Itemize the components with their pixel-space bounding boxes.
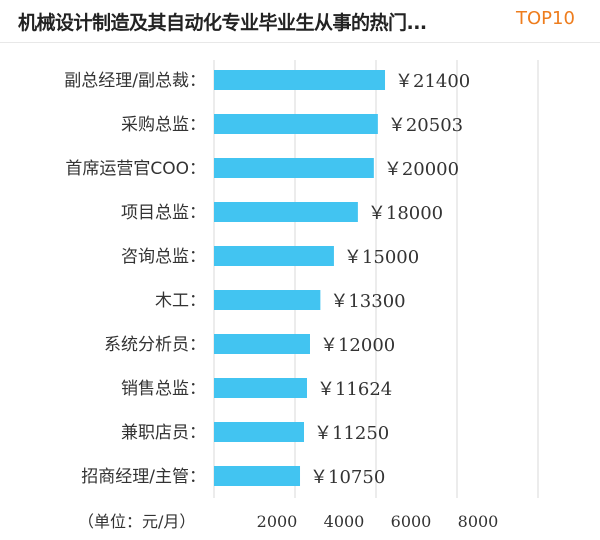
value-label: ￥15000 bbox=[344, 247, 419, 268]
category-label: 兼职店员： bbox=[121, 423, 206, 443]
x-tick-label: 8000 bbox=[458, 512, 499, 531]
category-label: 项目总监： bbox=[121, 203, 206, 223]
category-label: 销售总监： bbox=[121, 379, 206, 399]
x-tick-label: 2000 bbox=[257, 512, 298, 531]
axis-unit-label: （单位：元/月） bbox=[78, 512, 195, 531]
value-label: ￥21400 bbox=[395, 71, 470, 92]
bar bbox=[214, 114, 378, 134]
value-label: ￥18000 bbox=[368, 203, 443, 224]
value-label: ￥11624 bbox=[317, 379, 392, 400]
x-tick-label: 6000 bbox=[391, 512, 432, 531]
bar bbox=[214, 290, 321, 310]
category-label: 首席运营官COO： bbox=[65, 159, 206, 179]
value-label: ￥12000 bbox=[320, 335, 395, 356]
bar bbox=[214, 70, 386, 90]
bar bbox=[214, 246, 334, 266]
value-label: ￥20503 bbox=[388, 115, 463, 136]
bar bbox=[214, 466, 301, 486]
top10-badge: TOP10 bbox=[516, 8, 575, 29]
category-label: 咨询总监： bbox=[121, 247, 206, 267]
header-divider bbox=[0, 42, 600, 43]
value-label: ￥20000 bbox=[384, 159, 459, 180]
page-title: 机械设计制造及其自动化专业毕业生从事的热门... bbox=[18, 12, 427, 34]
category-label: 木工： bbox=[155, 291, 206, 311]
category-label: 副总经理/副总裁： bbox=[64, 71, 206, 91]
value-label: ￥13300 bbox=[330, 291, 405, 312]
bar bbox=[214, 422, 305, 442]
value-label: ￥10750 bbox=[310, 467, 385, 488]
value-label: ￥11250 bbox=[314, 423, 389, 444]
bar bbox=[214, 334, 310, 354]
header: 机械设计制造及其自动化专业毕业生从事的热门... TOP10 bbox=[0, 0, 600, 40]
bar bbox=[214, 202, 358, 222]
category-label: 招商经理/主管： bbox=[81, 467, 206, 487]
bar bbox=[214, 378, 307, 398]
x-tick-label: 4000 bbox=[324, 512, 365, 531]
bar bbox=[214, 158, 374, 178]
category-label: 采购总监： bbox=[121, 115, 206, 135]
category-label: 系统分析员： bbox=[104, 335, 206, 355]
